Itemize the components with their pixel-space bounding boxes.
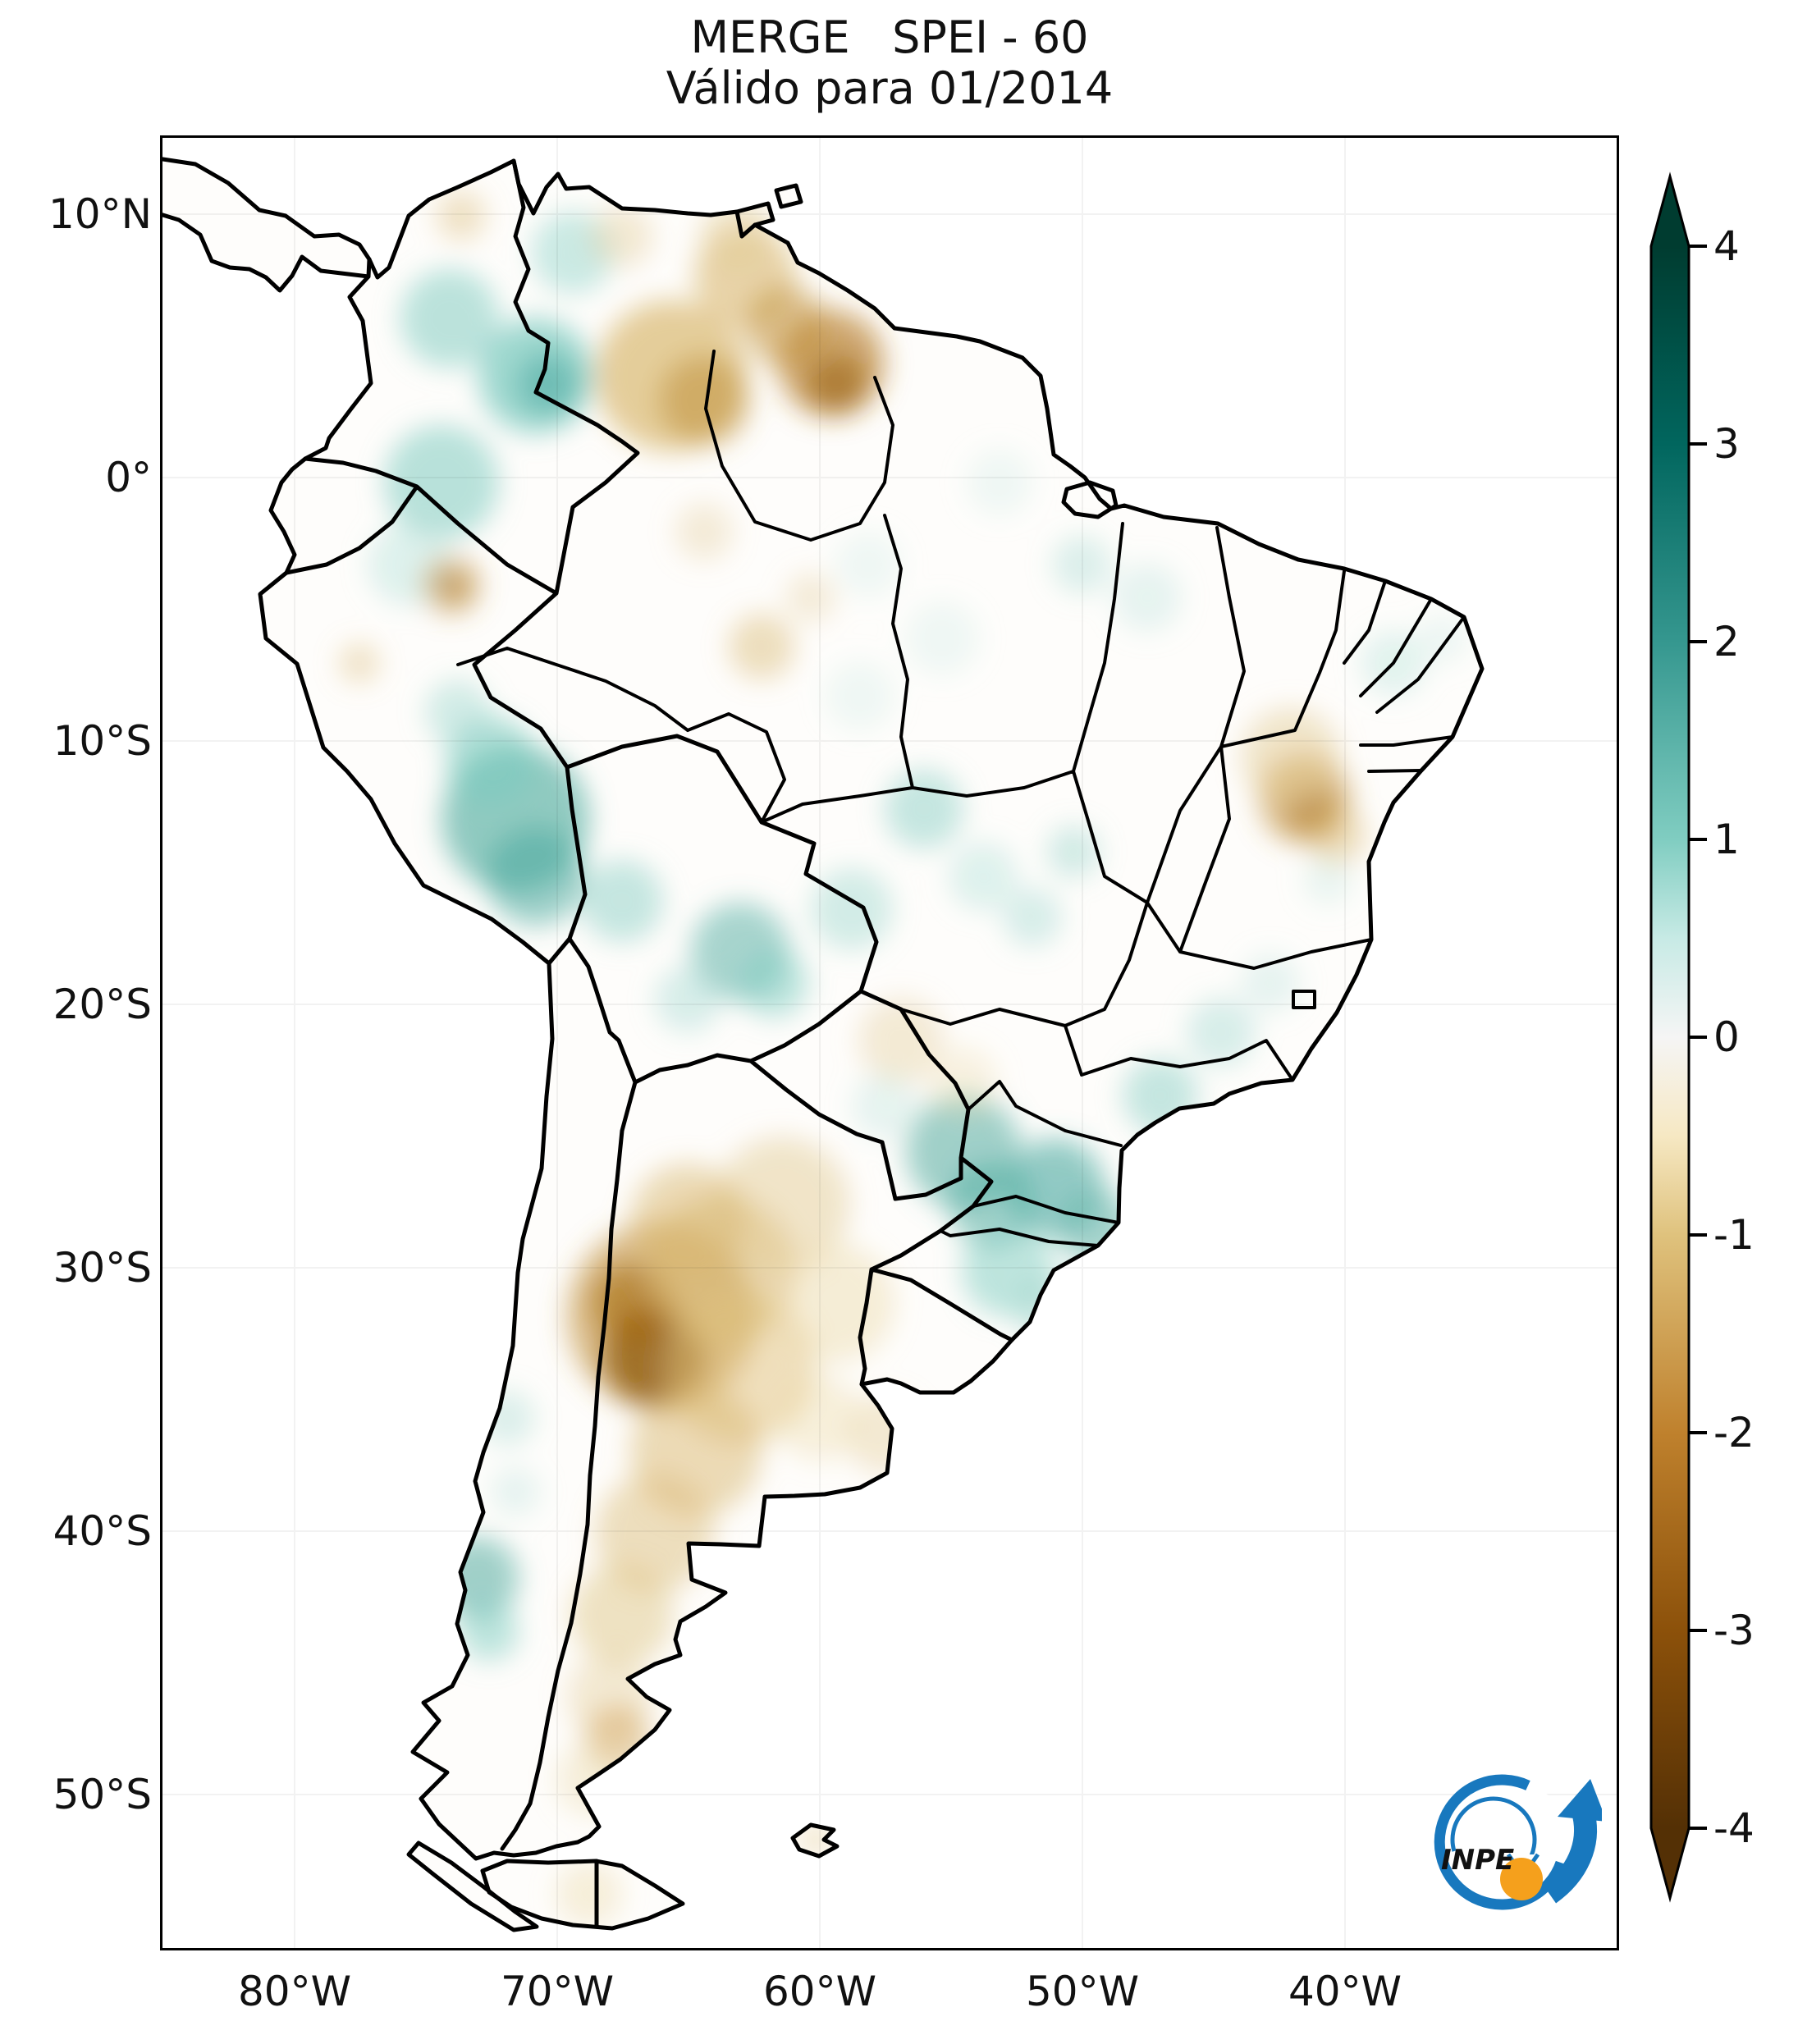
cbar-tick-2: 2: [1713, 618, 1740, 665]
colorbar-gradient: [1651, 246, 1689, 1828]
lon-tick-70w: 70°W: [500, 1968, 615, 2015]
cbar-tick-3: 3: [1713, 420, 1740, 468]
cbar-tick-m1: -1: [1713, 1211, 1755, 1259]
landmass: [162, 158, 1482, 1930]
graticule: [162, 138, 1617, 1948]
lat-tick-10s: 10°S: [53, 717, 152, 765]
logo-orange-ball: [1500, 1858, 1543, 1900]
map-frame: [160, 135, 1619, 1950]
inpe-logo: INPE: [1434, 1774, 1602, 1916]
lon-tick-50w: 50°W: [1025, 1968, 1140, 2015]
colorbar-arrow-bottom: [1651, 1828, 1689, 1898]
lat-tick-50s: 50°S: [53, 1771, 152, 1818]
state-borders: [456, 350, 1466, 1247]
lat-tick-20s: 20°S: [53, 981, 152, 1028]
south-america-map: [162, 138, 1617, 1948]
chart-title: MERGE SPEI - 60: [690, 11, 1089, 63]
logo-inner-swirl: [1450, 1796, 1537, 1866]
cbar-tick-m3: -3: [1713, 1607, 1755, 1654]
cbar-tick-0: 0: [1713, 1013, 1740, 1061]
chart-subtitle: Válido para 01/2014: [666, 62, 1114, 114]
cbar-tick-m2: -2: [1713, 1409, 1755, 1456]
spei-field: [340, 191, 1467, 1927]
cbar-tick-1: 1: [1713, 816, 1740, 863]
cbar-tick-4: 4: [1713, 222, 1740, 270]
logo-arrow-head: [1558, 1779, 1602, 1822]
lat-tick-10n: 10°N: [48, 190, 152, 238]
logo-text: INPE: [1441, 1844, 1514, 1877]
colorbar: [1649, 171, 1707, 1903]
colorbar-tick-marks: [1689, 245, 1707, 1830]
logo-arrow-body: [1542, 1812, 1598, 1904]
lon-tick-80w: 80°W: [237, 1968, 352, 2015]
lat-tick-30s: 30°S: [53, 1244, 152, 1292]
cbar-tick-m4: -4: [1713, 1804, 1755, 1852]
colorbar-arrow-top: [1651, 176, 1689, 246]
lat-tick-0: 0°: [105, 454, 152, 501]
country-borders: [284, 158, 1014, 1929]
lon-tick-60w: 60°W: [762, 1968, 877, 2015]
lon-tick-40w: 40°W: [1288, 1968, 1402, 2015]
lat-tick-40s: 40°S: [53, 1507, 152, 1555]
